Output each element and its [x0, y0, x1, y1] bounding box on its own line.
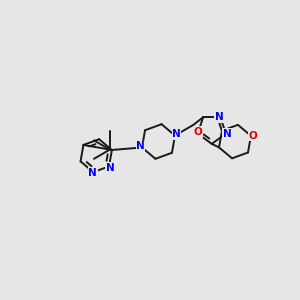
Text: N: N [136, 141, 145, 151]
Text: N: N [172, 129, 181, 139]
Text: N: N [106, 163, 115, 173]
Text: N: N [223, 129, 231, 139]
Text: N: N [88, 168, 97, 178]
Text: N: N [215, 112, 224, 122]
Text: O: O [249, 131, 258, 141]
Text: O: O [194, 127, 202, 137]
